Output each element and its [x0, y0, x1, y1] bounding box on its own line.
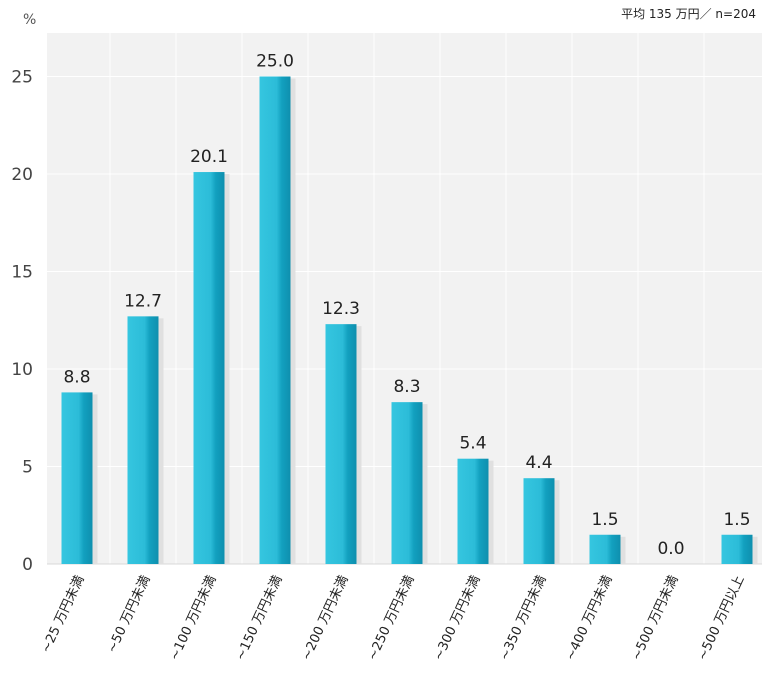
bar-shadow: [158, 318, 164, 564]
value-label: 12.3: [322, 299, 360, 319]
y-tick-label: 15: [11, 263, 33, 283]
average-note: 平均 135 万円／ n=204: [621, 7, 756, 21]
bar: [127, 316, 159, 564]
x-tick-label: ~500 万円以上: [695, 573, 747, 663]
x-tick-label: ~250 万円未満: [365, 573, 417, 663]
bar: [523, 478, 555, 564]
x-tick-label: ~200 万円未満: [299, 573, 351, 663]
value-label: 5.4: [459, 434, 486, 454]
value-label: 0.0: [657, 539, 684, 559]
grid-lines: [47, 33, 762, 565]
y-tick-label: 10: [11, 360, 33, 380]
bar: [259, 76, 291, 564]
value-labels: 8.8 12.7 20.1 25.0 12.3 8.3 5.4 4.4 1.5 0.0 1.5: [63, 52, 750, 560]
y-unit-label: %: [23, 12, 36, 28]
value-label: 1.5: [723, 510, 750, 530]
bar: [721, 534, 753, 564]
bar-shadow: [752, 536, 758, 564]
y-tick-label: 5: [22, 458, 33, 478]
bar: [325, 324, 357, 564]
y-tick-label: 25: [11, 68, 33, 88]
bar: [193, 172, 225, 565]
value-label: 20.1: [190, 147, 228, 167]
value-label: 25.0: [256, 52, 294, 72]
x-tick-label: ~350 万円未満: [497, 573, 549, 663]
bar: [589, 534, 621, 564]
x-tick-label: ~150 万円未満: [233, 573, 285, 663]
x-tick-label: ~300 万円未満: [431, 573, 483, 663]
bar: [457, 458, 489, 564]
bar: [391, 402, 423, 564]
y-tick-labels: 0 5 10 15 20 25: [11, 68, 33, 576]
value-label: 12.7: [124, 291, 162, 311]
bar-shadow: [92, 394, 98, 564]
value-label: 8.8: [63, 367, 90, 387]
value-label: 8.3: [393, 377, 420, 397]
bar-shadow: [620, 536, 626, 564]
bar-shadow: [356, 326, 362, 564]
bars-group: [61, 76, 758, 565]
y-tick-label: 20: [11, 165, 33, 185]
x-tick-label: ~500 万円未満: [629, 573, 681, 663]
value-label: 4.4: [525, 453, 552, 473]
x-tick-labels: ~25 万円未満 ~50 万円未満 ~100 万円未満 ~150 万円未満 ~200 万…: [39, 573, 748, 663]
bar-shadow: [224, 174, 230, 565]
x-tick-label: ~25 万円未満: [39, 573, 88, 655]
bar-shadow: [290, 78, 296, 564]
bar: [61, 392, 93, 564]
x-tick-label: ~50 万円未満: [105, 573, 154, 655]
bar-shadow: [554, 480, 560, 564]
x-tick-label: ~400 万円未満: [563, 573, 615, 663]
bar-shadow: [488, 460, 494, 564]
y-tick-label: 0: [22, 555, 33, 575]
value-label: 1.5: [591, 510, 618, 530]
bar-shadow: [422, 404, 428, 564]
x-tick-label: ~100 万円未満: [167, 573, 219, 663]
